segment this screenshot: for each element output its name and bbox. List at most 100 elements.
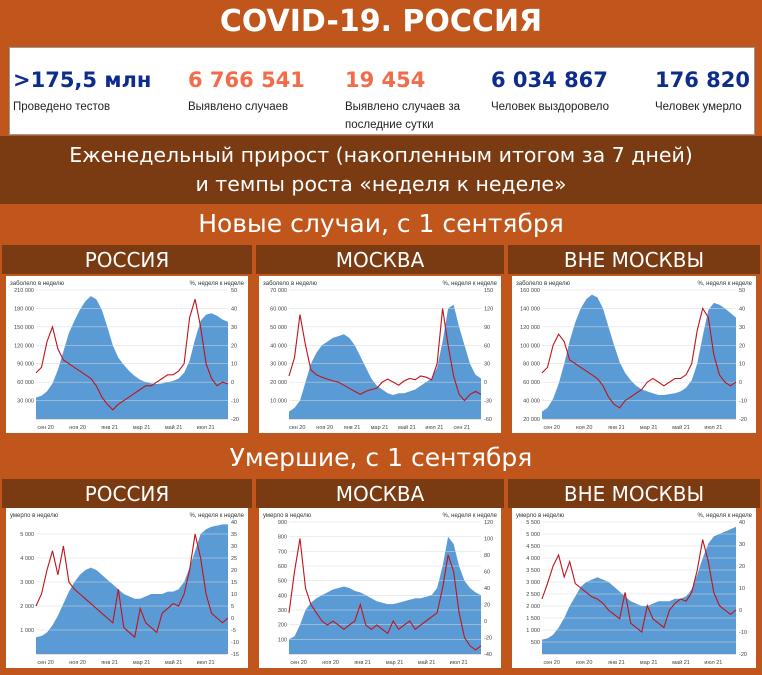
y2-tick-label: 30	[739, 542, 745, 548]
y-tick-label: 300	[278, 608, 287, 614]
weekly-heading: Еженедельный прирост (накопленным итогом…	[0, 136, 762, 204]
y-tick-label: 30 000	[17, 399, 34, 405]
cases-col-outside: ВНЕ МОСКВЫ	[508, 245, 760, 274]
y2-tick-label: 80	[484, 553, 490, 559]
chart-svg: заболело в неделю %, неделя к неделе 10 00…	[263, 281, 498, 431]
cases-heading: Новые случаи, с 1 сентября	[0, 204, 762, 244]
x-tick-label: май 21	[165, 659, 183, 666]
x-tick-label: мар 21	[640, 425, 658, 431]
y2-tick-label: 0	[484, 619, 487, 625]
y-tick-label: 800	[278, 535, 287, 541]
x-tick-label: ноя 20	[322, 660, 339, 666]
y2-tick-label: 0	[739, 608, 742, 614]
x-tick-label: ноя 20	[576, 660, 593, 666]
y2-axis-label: %, неделя к неделе	[697, 513, 752, 519]
x-tick-label: сен 20	[543, 425, 560, 431]
deaths-col-moscow: МОСКВА	[256, 479, 504, 508]
x-tick-label: июл 21	[704, 425, 722, 431]
chart-cases-russia: заболело в неделю %, неделя к неделе 30 00…	[6, 276, 248, 433]
y-tick-label: 5 000	[526, 532, 540, 538]
x-tick-label: янв 21	[608, 425, 625, 431]
x-tick-label: июл 21	[197, 660, 215, 666]
y2-axis-label: %, неделя к неделе	[189, 281, 244, 287]
y2-tick-label: 40	[739, 520, 745, 526]
y-tick-label: 10 000	[270, 399, 287, 405]
y-tick-label: 1 000	[526, 628, 540, 634]
y-tick-label: 2 500	[526, 592, 540, 598]
x-tick-label: май 21	[672, 424, 690, 431]
y-tick-label: 40 000	[523, 399, 540, 405]
y2-tick-label: -10	[739, 630, 747, 636]
y2-tick-label: 0	[484, 380, 487, 386]
stat-cases-value: 6 766 541	[188, 68, 305, 92]
stat-tests-value: >175,5 млн	[13, 68, 152, 92]
y2-tick-label: 15	[231, 580, 237, 586]
weekly-heading-line1: Еженедельный прирост (накопленным итогом…	[69, 143, 693, 167]
y-tick-label: 150 000	[14, 325, 34, 331]
x-tick-label: сен 21	[454, 425, 471, 431]
y2-tick-label: 60	[484, 343, 490, 349]
y-tick-label: 60 000	[17, 380, 34, 386]
y2-tick-label: 0	[231, 616, 234, 622]
y2-tick-label: 30	[231, 544, 237, 550]
stat-deaths-value: 176 820	[655, 68, 750, 92]
chart-cases-outside: заболело в неделю %, неделя к неделе 20 00…	[512, 276, 756, 433]
growth-line-series	[35, 533, 229, 639]
area-series	[542, 294, 736, 419]
y-tick-label: 100 000	[520, 343, 540, 349]
x-tick-label: ноя 20	[69, 425, 86, 431]
y2-axis-label: %, неделя к неделе	[442, 281, 497, 287]
y-tick-label: 3 500	[526, 568, 540, 574]
y-tick-label: 600	[278, 564, 287, 570]
x-tick-label: май 21	[398, 424, 416, 431]
y-tick-label: 20 000	[270, 380, 287, 386]
stat-cases-label: Выявлено случаев	[188, 101, 289, 113]
y2-tick-label: 20	[739, 564, 745, 570]
area-series	[289, 304, 481, 419]
y-tick-label: 120 000	[520, 325, 540, 331]
y-axis-label: умерло в неделю	[263, 513, 312, 519]
growth-line-series	[288, 308, 482, 402]
x-tick-label: янв 21	[608, 660, 625, 666]
stat-deaths-label: Человек умерло	[655, 101, 742, 113]
y-axis-label: умерло в неделю	[10, 513, 59, 519]
y2-tick-label: 10	[739, 362, 745, 368]
y2-tick-label: 40	[231, 520, 237, 526]
y2-tick-label: 20	[231, 568, 237, 574]
y-tick-label: 500	[531, 640, 540, 646]
y-tick-label: 50 000	[270, 325, 287, 331]
y2-tick-label: 120	[484, 520, 493, 526]
weekly-heading-line2: и темпы роста «неделя к неделе»	[195, 172, 567, 196]
deaths-col-russia: РОССИЯ	[2, 479, 252, 508]
page-title: COVID-19. РОССИЯ	[0, 0, 762, 44]
y-tick-label: 80 000	[523, 362, 540, 368]
y-tick-label: 180 000	[14, 306, 34, 312]
y2-tick-label: -10	[231, 399, 239, 405]
y2-axis-label: %, неделя к неделе	[189, 513, 244, 519]
y-tick-label: 160 000	[520, 288, 540, 294]
y-tick-label: 210 000	[14, 288, 34, 294]
y-tick-label: 120 000	[14, 343, 34, 349]
cases-col-moscow: МОСКВА	[256, 245, 504, 274]
y2-tick-label: 20	[484, 603, 490, 609]
y-tick-label: 2 000	[20, 604, 34, 610]
y2-tick-label: 5	[231, 604, 234, 610]
stat-daily: 19 454 Выявлено случаев за последние сут…	[345, 48, 475, 134]
y-tick-label: 4 000	[20, 556, 34, 562]
y2-tick-label: 30	[231, 325, 237, 331]
chart-svg: заболело в неделю %, неделя к неделе 30 00…	[10, 281, 245, 431]
stats-bar: >175,5 млн Проведено тестов 6 766 541 Вы…	[0, 44, 762, 136]
y-tick-label: 70 000	[270, 288, 287, 294]
y2-tick-label: 0	[231, 380, 234, 386]
y2-tick-label: -10	[231, 640, 239, 646]
y2-tick-label: 50	[231, 288, 237, 294]
x-tick-label: мар 21	[133, 425, 151, 431]
y2-tick-label: 90	[484, 325, 490, 331]
y2-tick-label: -30	[484, 399, 492, 405]
y-tick-label: 4 000	[526, 556, 540, 562]
y-axis-label: заболело в неделю	[263, 281, 317, 287]
y2-tick-label: 40	[484, 586, 490, 592]
y2-tick-label: -5	[231, 628, 236, 634]
growth-line-series	[541, 306, 737, 409]
y2-tick-label: -20	[739, 652, 747, 658]
